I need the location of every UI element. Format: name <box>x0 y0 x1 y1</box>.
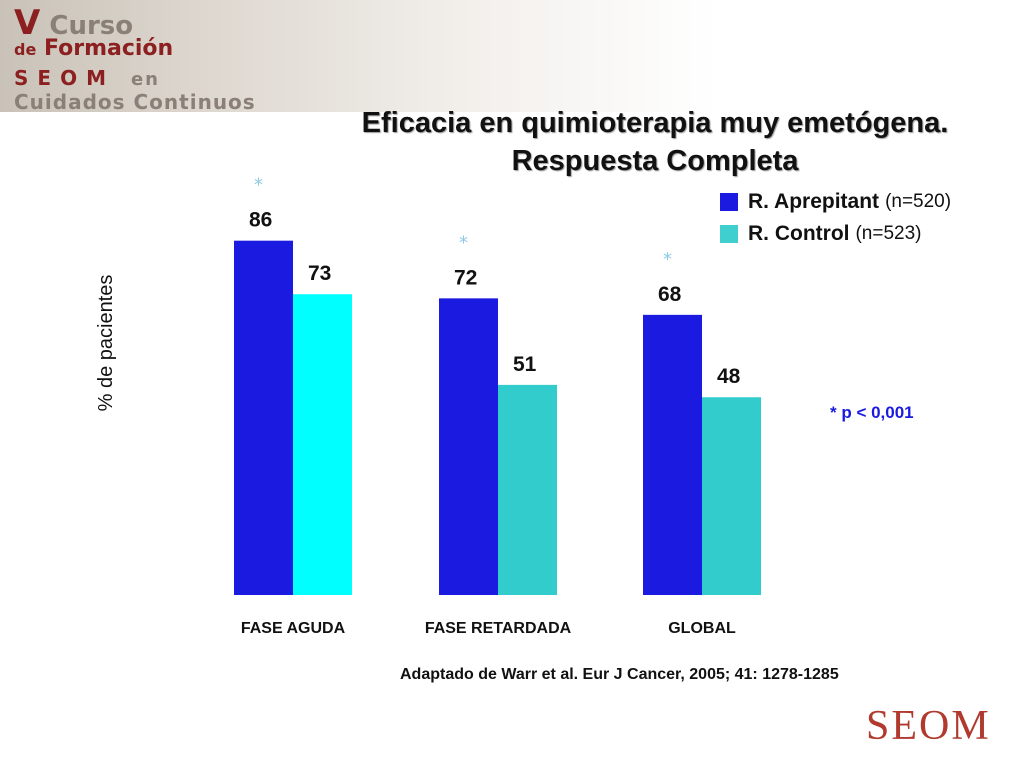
value-label: 51 <box>513 353 537 376</box>
legend-name: R. Control <box>748 222 850 245</box>
seom-watermark: SEOM <box>866 703 991 749</box>
significance-star: * <box>254 175 263 196</box>
value-label: 72 <box>454 266 477 289</box>
category-label: FASE AGUDA <box>241 620 346 637</box>
legend-swatch-aprepitant <box>720 193 738 211</box>
logo-seom: SEOM <box>14 66 115 90</box>
legend-n: (n=523) <box>855 223 922 244</box>
legend-name: R. Aprepitant <box>748 190 880 213</box>
course-logo: V Curso de Formación SEOM en Cuidados Co… <box>14 6 274 112</box>
logo-cuidados: Cuidados Continuos <box>14 90 256 114</box>
bar-aprepitant-0 <box>234 240 293 595</box>
value-label: 48 <box>717 365 741 388</box>
category-label: FASE RETARDADA <box>425 620 572 637</box>
slide-title: Eficacia en quimioterapia muy emetógena.… <box>290 104 1020 180</box>
title-line-2: Respuesta Completa <box>511 145 799 177</box>
bar-aprepitant-1 <box>439 298 498 595</box>
legend-item-control: R. Control (n=523) <box>720 218 1020 250</box>
logo-curso: Curso <box>49 11 134 41</box>
chart-legend: R. Aprepitant (n=520) R. Control (n=523) <box>720 186 1020 250</box>
source-footnote: Adaptado de Warr et al. Eur J Cancer, 20… <box>400 666 839 683</box>
bar-control-2 <box>702 397 761 595</box>
logo-formacion: Formación <box>43 36 174 61</box>
significance-star: * <box>663 249 672 270</box>
value-label: 86 <box>249 209 272 232</box>
logo-de: de <box>14 40 37 59</box>
title-line-1: Eficacia en quimioterapia muy emetógena. <box>361 107 949 139</box>
significance-star: * <box>459 232 468 253</box>
logo-en: en <box>130 69 160 90</box>
header-band <box>0 0 1024 112</box>
logo-v: V <box>14 3 41 43</box>
legend-swatch-control <box>720 225 738 243</box>
legend-item-aprepitant: R. Aprepitant (n=520) <box>720 186 1020 218</box>
bar-aprepitant-2 <box>643 314 702 595</box>
value-label: 68 <box>658 283 682 306</box>
category-label: GLOBAL <box>668 620 736 637</box>
legend-n: (n=520) <box>885 191 952 212</box>
bar-control-1 <box>498 384 557 595</box>
value-label: 73 <box>308 262 331 285</box>
bar-control-0 <box>293 294 352 595</box>
significance-note: * p < 0,001 <box>830 403 914 422</box>
